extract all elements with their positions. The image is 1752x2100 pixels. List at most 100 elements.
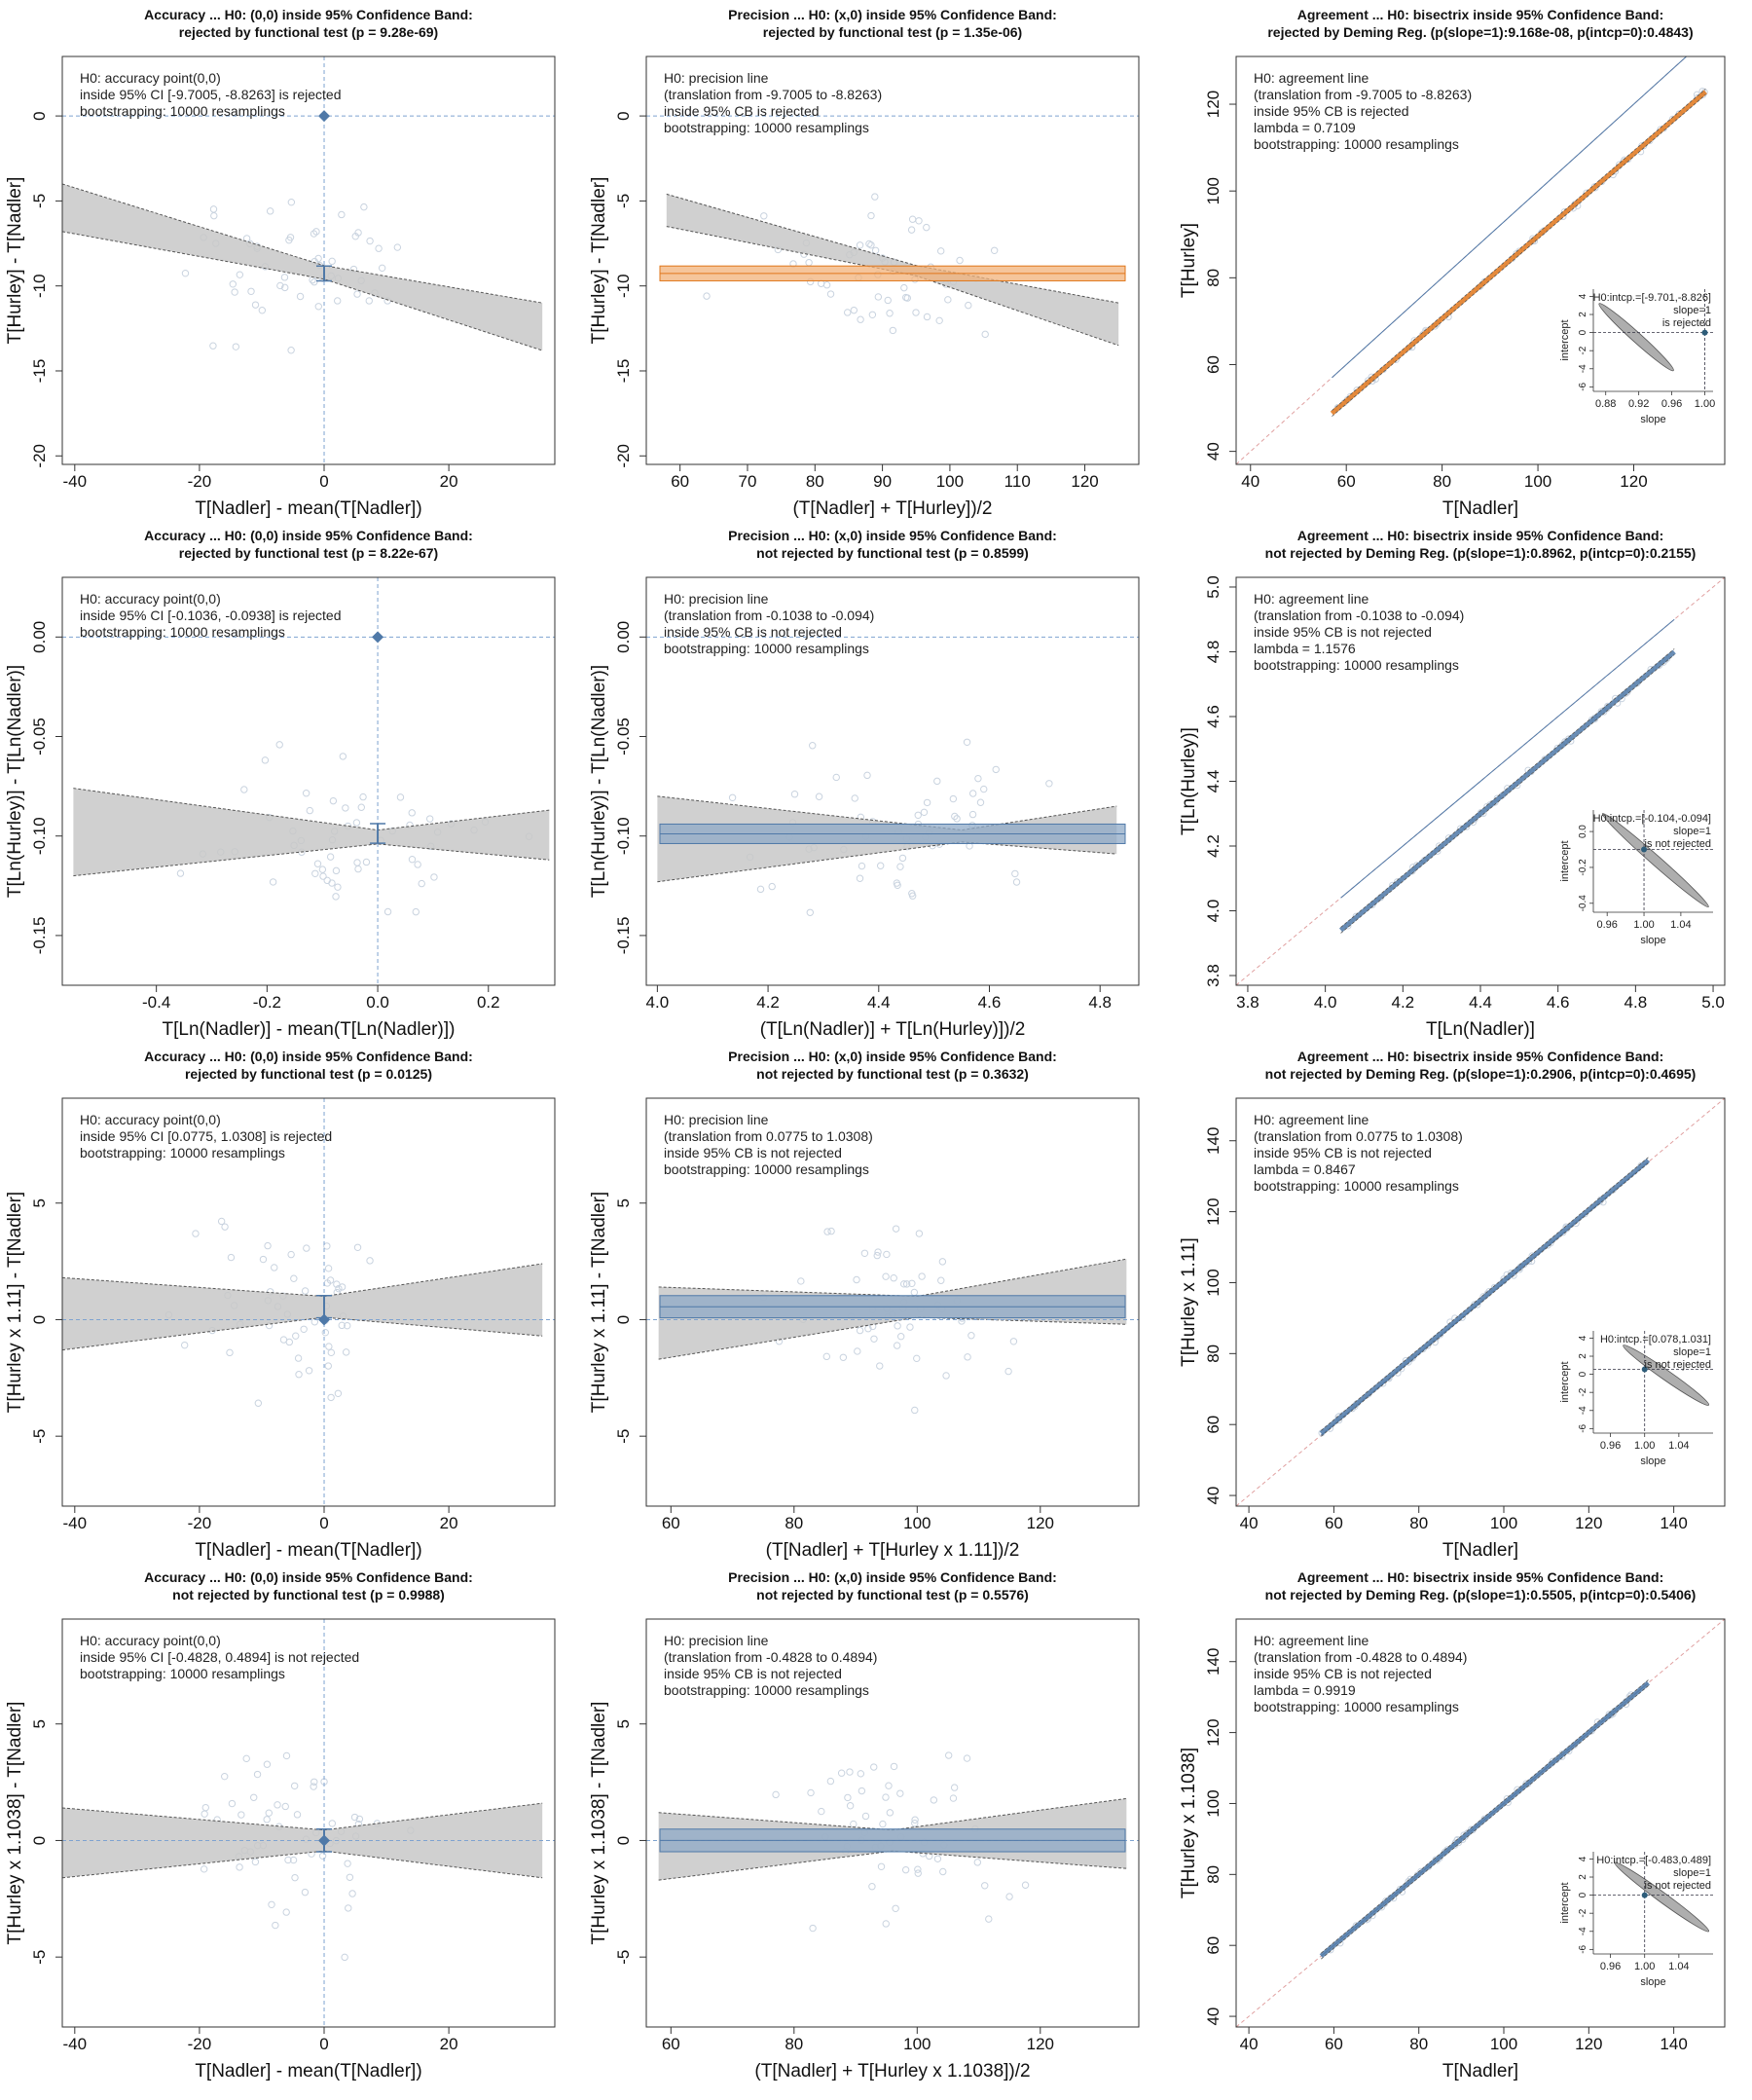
data-point xyxy=(314,303,322,311)
data-point xyxy=(884,296,892,305)
data-point xyxy=(291,1873,299,1882)
data-point xyxy=(879,1820,887,1828)
data-point xyxy=(287,1250,295,1259)
y-axis-label: T[Hurley x 1.11] xyxy=(1179,1237,1199,1367)
y-tick-label: 4.2 xyxy=(1204,834,1223,858)
x-axis-label: T[Nadler] - mean(T[Nadler]) xyxy=(195,1540,421,1561)
data-point xyxy=(408,809,416,817)
data-point xyxy=(906,1323,914,1331)
data-point xyxy=(907,226,916,234)
y-tick-label: -0.10 xyxy=(30,817,49,855)
data-point xyxy=(355,1815,364,1824)
legend-line: lambda = 0.7109 xyxy=(1254,120,1356,135)
legend-line: H0: precision line xyxy=(664,1633,769,1648)
legend-line: (translation from -9.7005 to -8.8263) xyxy=(1254,87,1472,102)
panel-r2c3: Agreement ... H0: bisectrix inside 95% C… xyxy=(1179,528,1726,1040)
data-point xyxy=(319,872,327,880)
legend-line: bootstrapping: 10000 resamplings xyxy=(1254,657,1459,673)
panel-title-line1: Agreement ... H0: bisectrix inside 95% C… xyxy=(1297,1049,1664,1064)
y-tick-label: -5 xyxy=(614,194,633,208)
data-point xyxy=(418,879,425,888)
plot-area xyxy=(1236,56,1708,464)
data-point xyxy=(292,1332,300,1340)
inset-y-tick-label: -2 xyxy=(1578,346,1588,354)
data-point xyxy=(894,1322,901,1330)
panel-title-line2: not rejected by functional test (p = 0.5… xyxy=(756,1587,1029,1603)
data-point xyxy=(912,309,920,316)
panel-r4c1: Accuracy ... H0: (0,0) inside 95% Confid… xyxy=(5,1569,556,2082)
data-point xyxy=(893,1342,901,1349)
inset-y-tick-label: 2 xyxy=(1578,312,1588,317)
data-point xyxy=(285,236,293,244)
x-axis-label: T[Ln(Nadler)] xyxy=(1426,1019,1535,1040)
data-point xyxy=(965,301,972,310)
y-tick-label: -0.15 xyxy=(30,917,49,955)
data-point xyxy=(867,241,875,249)
y-tick-label: 0 xyxy=(30,111,49,120)
data-point xyxy=(853,1275,860,1284)
legend-line: inside 95% CB is not rejected xyxy=(1254,1145,1432,1161)
data-point xyxy=(310,230,318,238)
legend-line: H0: agreement line xyxy=(1254,70,1369,86)
inset-y-tick-label: -0.4 xyxy=(1578,895,1588,912)
y-axis-label: T[Hurley] - T[Nadler] xyxy=(589,177,609,345)
plot-area xyxy=(646,636,1139,916)
inset-y-label: intercept xyxy=(1559,1361,1571,1402)
data-point xyxy=(366,237,374,245)
data-point xyxy=(265,1809,273,1817)
x-tick-label: 60 xyxy=(1325,2035,1343,2053)
x-tick-label: 120 xyxy=(1071,472,1098,491)
y-tick-label: 5.0 xyxy=(1204,575,1223,599)
data-point xyxy=(303,1244,310,1252)
inset-x-tick-label: 1.04 xyxy=(1668,1961,1689,1972)
inset-y-tick-label: -2 xyxy=(1578,1908,1588,1917)
data-point xyxy=(1011,869,1019,878)
panel-r3c1: Accuracy ... H0: (0,0) inside 95% Confid… xyxy=(5,1049,556,1561)
legend-line: bootstrapping: 10000 resamplings xyxy=(80,103,285,119)
y-tick-label: 0.00 xyxy=(614,621,633,653)
data-point xyxy=(282,1908,290,1916)
fit-band-edge xyxy=(1321,1679,1649,1954)
band-lower-edge xyxy=(73,843,550,877)
data-point xyxy=(305,1367,313,1375)
x-tick-label: 4.4 xyxy=(1469,993,1492,1012)
panel-title-line1: Agreement ... H0: bisectrix inside 95% C… xyxy=(1297,528,1664,543)
plot-area xyxy=(646,1165,1139,1415)
agreement-line xyxy=(1332,56,1688,379)
data-point xyxy=(867,211,875,220)
x-axis-label: T[Nadler] xyxy=(1442,2061,1518,2082)
data-point xyxy=(338,1283,347,1291)
data-point xyxy=(268,1900,275,1908)
inset-y-tick-label: -6 xyxy=(1578,1423,1588,1432)
data-point xyxy=(923,313,931,321)
plot-area xyxy=(62,1098,555,1506)
legend-line: lambda = 0.9919 xyxy=(1254,1682,1356,1698)
fit-band-edge xyxy=(1321,1157,1649,1431)
fit-band-edge xyxy=(1340,648,1675,928)
data-point xyxy=(276,281,284,290)
deming-fit-band xyxy=(1330,90,1707,416)
data-point xyxy=(949,794,958,803)
data-point xyxy=(944,296,952,304)
inset-x-tick-label: 1.00 xyxy=(1695,398,1715,410)
data-point xyxy=(797,1277,805,1285)
panel-title-line1: Accuracy ... H0: (0,0) inside 95% Confid… xyxy=(144,528,473,543)
inset-y-tick-label: -4 xyxy=(1578,1927,1588,1935)
inset-annotation: slope=1 xyxy=(1673,1867,1711,1879)
panel-title-line1: Precision ... H0: (x,0) inside 95% Confi… xyxy=(728,7,1057,22)
panel-title-line1: Agreement ... H0: bisectrix inside 95% C… xyxy=(1297,7,1664,22)
data-point xyxy=(311,869,319,877)
inset-annotation: is not rejected xyxy=(1645,1880,1711,1892)
data-point xyxy=(263,1816,271,1824)
inset-annotation: slope=1 xyxy=(1673,1346,1711,1358)
x-tick-label: 100 xyxy=(1490,2035,1517,2053)
x-tick-label: 140 xyxy=(1660,1514,1687,1532)
x-tick-label: 4.2 xyxy=(1391,993,1414,1012)
data-point xyxy=(949,1794,958,1802)
inset-x-tick-label: 0.88 xyxy=(1595,398,1616,410)
x-tick-label: 0 xyxy=(319,2035,328,2053)
legend-line: bootstrapping: 10000 resamplings xyxy=(1254,136,1459,152)
plot-area xyxy=(1236,577,1725,985)
x-tick-label: 60 xyxy=(671,472,689,491)
y-tick-label: -10 xyxy=(614,274,633,298)
